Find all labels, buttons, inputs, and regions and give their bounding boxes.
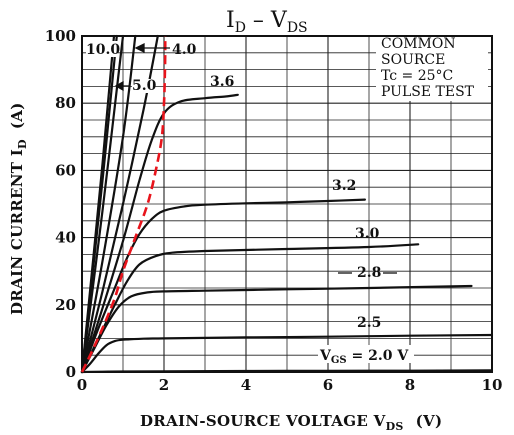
label-vgs-3-2: 3.2	[332, 178, 356, 194]
y-tick-label: 0	[66, 363, 76, 381]
boundary-curve	[80, 35, 167, 373]
y-tick-label: 20	[55, 296, 76, 314]
label-vgs-3-6: 3.6	[210, 74, 234, 90]
label-vgs-4: 4.0	[172, 42, 197, 58]
x-tick-label: 2	[159, 376, 169, 394]
x-tick-label: 10	[482, 376, 503, 394]
curve-vgs-2-0	[80, 369, 494, 374]
y-tick-label: 60	[55, 161, 76, 179]
chart-title: ID – VDS	[226, 8, 308, 36]
curve-vgs-3-6	[80, 93, 239, 374]
label-vgs-10: 10.0	[86, 42, 120, 58]
curve-vgs-2-5	[80, 333, 494, 374]
saturation-boundary	[80, 35, 167, 373]
y-tick-label: 100	[45, 27, 76, 45]
curves	[80, 34, 494, 374]
curve-vgs-3-2	[80, 198, 366, 374]
curve-labels: 10.0 4.0 5.0 3.6 3.2 3.0 2.8 2.5 VGS = 2…	[86, 41, 414, 366]
label-leaders	[114, 42, 397, 274]
annotation-box: COMMON SOURCE Tc = 25°C PULSE TEST	[376, 36, 488, 101]
y-tick-label: 40	[55, 229, 76, 247]
label-vgs-5: 5.0	[132, 78, 157, 94]
curve-vgs-4-0	[80, 34, 137, 374]
label-vgs-2-8: 2.8	[357, 265, 381, 281]
x-tick-label: 8	[405, 376, 415, 394]
y-tick-label: 80	[55, 94, 76, 112]
curve-vgs-extra-2	[80, 34, 116, 374]
x-tick-label: 4	[241, 376, 251, 394]
label-vgs-2-5: 2.5	[357, 315, 381, 331]
annotation-line-2: SOURCE	[381, 52, 445, 68]
y-axis-label: DRAIN CURRENT ID(A)	[8, 102, 29, 315]
label-vgs-2-0: VGS = 2.0 V	[319, 348, 409, 366]
annotation-line-3: Tc = 25°C	[381, 68, 453, 84]
curve-vgs-extra-1	[80, 34, 125, 374]
y-tick-labels: 0 20 40 60 80 100	[45, 27, 76, 381]
curve-vgs-3-0	[80, 243, 420, 374]
annotation-line-1: COMMON	[381, 36, 456, 52]
label-vgs-3-0: 3.0	[355, 226, 380, 242]
x-tick-labels: 0 2 4 6 8 10	[77, 376, 503, 394]
x-tick-label: 0	[77, 376, 87, 394]
annotation-line-4: PULSE TEST	[381, 84, 475, 100]
x-tick-label: 6	[323, 376, 333, 394]
curve-vgs-2-8	[80, 284, 473, 374]
x-axis-label: DRAIN-SOURCE VOLTAGE VDS (V)	[140, 412, 442, 433]
